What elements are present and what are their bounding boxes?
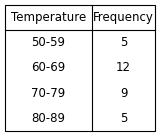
Text: 60-69: 60-69: [31, 61, 66, 75]
Text: 9: 9: [120, 86, 127, 100]
Text: 12: 12: [116, 61, 131, 75]
Text: 80-89: 80-89: [31, 112, 65, 125]
Text: 5: 5: [120, 112, 127, 125]
Text: 50-59: 50-59: [31, 36, 65, 50]
Text: 70-79: 70-79: [31, 86, 66, 100]
Text: Temperature: Temperature: [11, 11, 86, 24]
Text: 5: 5: [120, 36, 127, 50]
Text: Frequency: Frequency: [93, 11, 154, 24]
